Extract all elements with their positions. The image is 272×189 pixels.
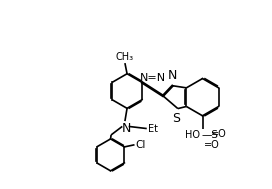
Text: HO: HO bbox=[186, 130, 200, 140]
Text: —S: —S bbox=[202, 130, 219, 140]
Text: S: S bbox=[172, 112, 180, 125]
Text: Et: Et bbox=[148, 124, 158, 134]
Text: N=N: N=N bbox=[140, 73, 166, 83]
Text: =O: =O bbox=[204, 140, 220, 150]
Text: Cl: Cl bbox=[136, 140, 146, 150]
Text: =O: =O bbox=[211, 129, 226, 139]
Text: N: N bbox=[122, 122, 131, 135]
Text: CH₃: CH₃ bbox=[116, 52, 134, 62]
Text: N: N bbox=[168, 69, 177, 82]
